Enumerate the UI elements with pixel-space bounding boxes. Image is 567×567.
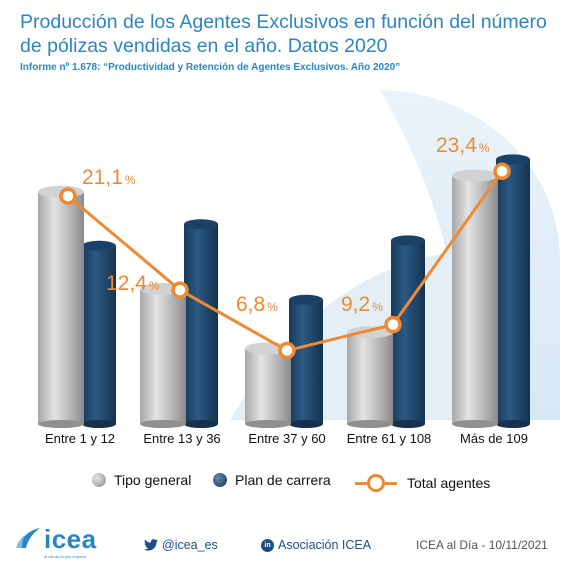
footer: icea al día de lo que importa @icea_es i… — [0, 520, 567, 567]
blue-dot-icon — [213, 473, 227, 487]
x-tick-label-5: Más de 109 — [460, 431, 528, 446]
legend-item-total-agentes: Total agentes — [355, 472, 490, 494]
linkedin-name: Asociación ICEA — [278, 538, 372, 552]
bar-tipo-general-5 — [452, 169, 498, 428]
linkedin-icon: in — [261, 538, 274, 552]
legend-label-tipo-general: Tipo general — [114, 472, 192, 488]
bar-plan-de-carrera-1 — [82, 240, 116, 428]
x-tick-label-1: Entre 1 y 12 — [45, 431, 115, 446]
legend-label-plan-de-carrera: Plan de carrera — [235, 472, 331, 488]
bar-tipo-general-3 — [245, 342, 291, 428]
logo-text: icea — [44, 524, 97, 554]
logo-tagline: al día de lo que importa — [44, 554, 86, 559]
bar-tipo-general-4 — [347, 326, 393, 428]
legend-item-tipo-general: Tipo general — [92, 472, 191, 488]
bar-plan-de-carrera-5 — [496, 154, 530, 428]
x-tick-label-2: Entre 13 y 36 — [143, 431, 220, 446]
chart-title: Producción de los Agentes Exclusivos en … — [20, 11, 547, 57]
source-date-text: ICEA al Día - 10/11/2021 — [416, 538, 548, 552]
legend-label-total-agentes: Total agentes — [407, 475, 491, 491]
legend: Tipo general Plan de carrera Total agent… — [0, 472, 567, 498]
icea-logo[interactable]: icea al día de lo que importa — [14, 524, 97, 559]
total-agentes-point-4 — [384, 315, 402, 334]
total-agentes-point-2 — [171, 281, 189, 299]
bar-plan-de-carrera-3 — [289, 294, 323, 428]
total-agentes-point-1 — [59, 187, 77, 205]
x-tick-label-3: Entre 37 y 60 — [248, 431, 325, 446]
data-label-2: 12,4% — [106, 272, 160, 295]
twitter-handle: @icea_es — [162, 538, 218, 552]
linkedin-link[interactable]: in Asociación ICEA — [261, 538, 371, 552]
chart-subtitle: Informe nº 1.678: “Productividad y Reten… — [20, 62, 401, 73]
data-label-3: 6,8% — [236, 293, 278, 316]
data-label-4: 9,2% — [341, 293, 383, 316]
twitter-icon — [144, 539, 158, 551]
legend-item-plan-de-carrera: Plan de carrera — [213, 472, 331, 488]
bar-plan-de-carrera-2 — [184, 219, 218, 428]
x-tick-label-4: Entre 61 y 108 — [347, 431, 432, 446]
data-label-5: 23,4% — [436, 134, 490, 157]
total-agentes-point-3 — [278, 341, 296, 360]
source-date: ICEA al Día - 10/11/2021 — [416, 538, 548, 552]
gray-dot-icon — [92, 473, 106, 487]
data-label-1: 21,1% — [82, 166, 136, 189]
twitter-link[interactable]: @icea_es — [144, 538, 218, 552]
line-marker-icon — [355, 472, 397, 494]
bar-tipo-general-1 — [38, 185, 84, 428]
bar-tipo-general-2 — [140, 283, 186, 428]
icea-logo-icon — [16, 528, 40, 548]
total-agentes-point-5 — [493, 162, 511, 181]
